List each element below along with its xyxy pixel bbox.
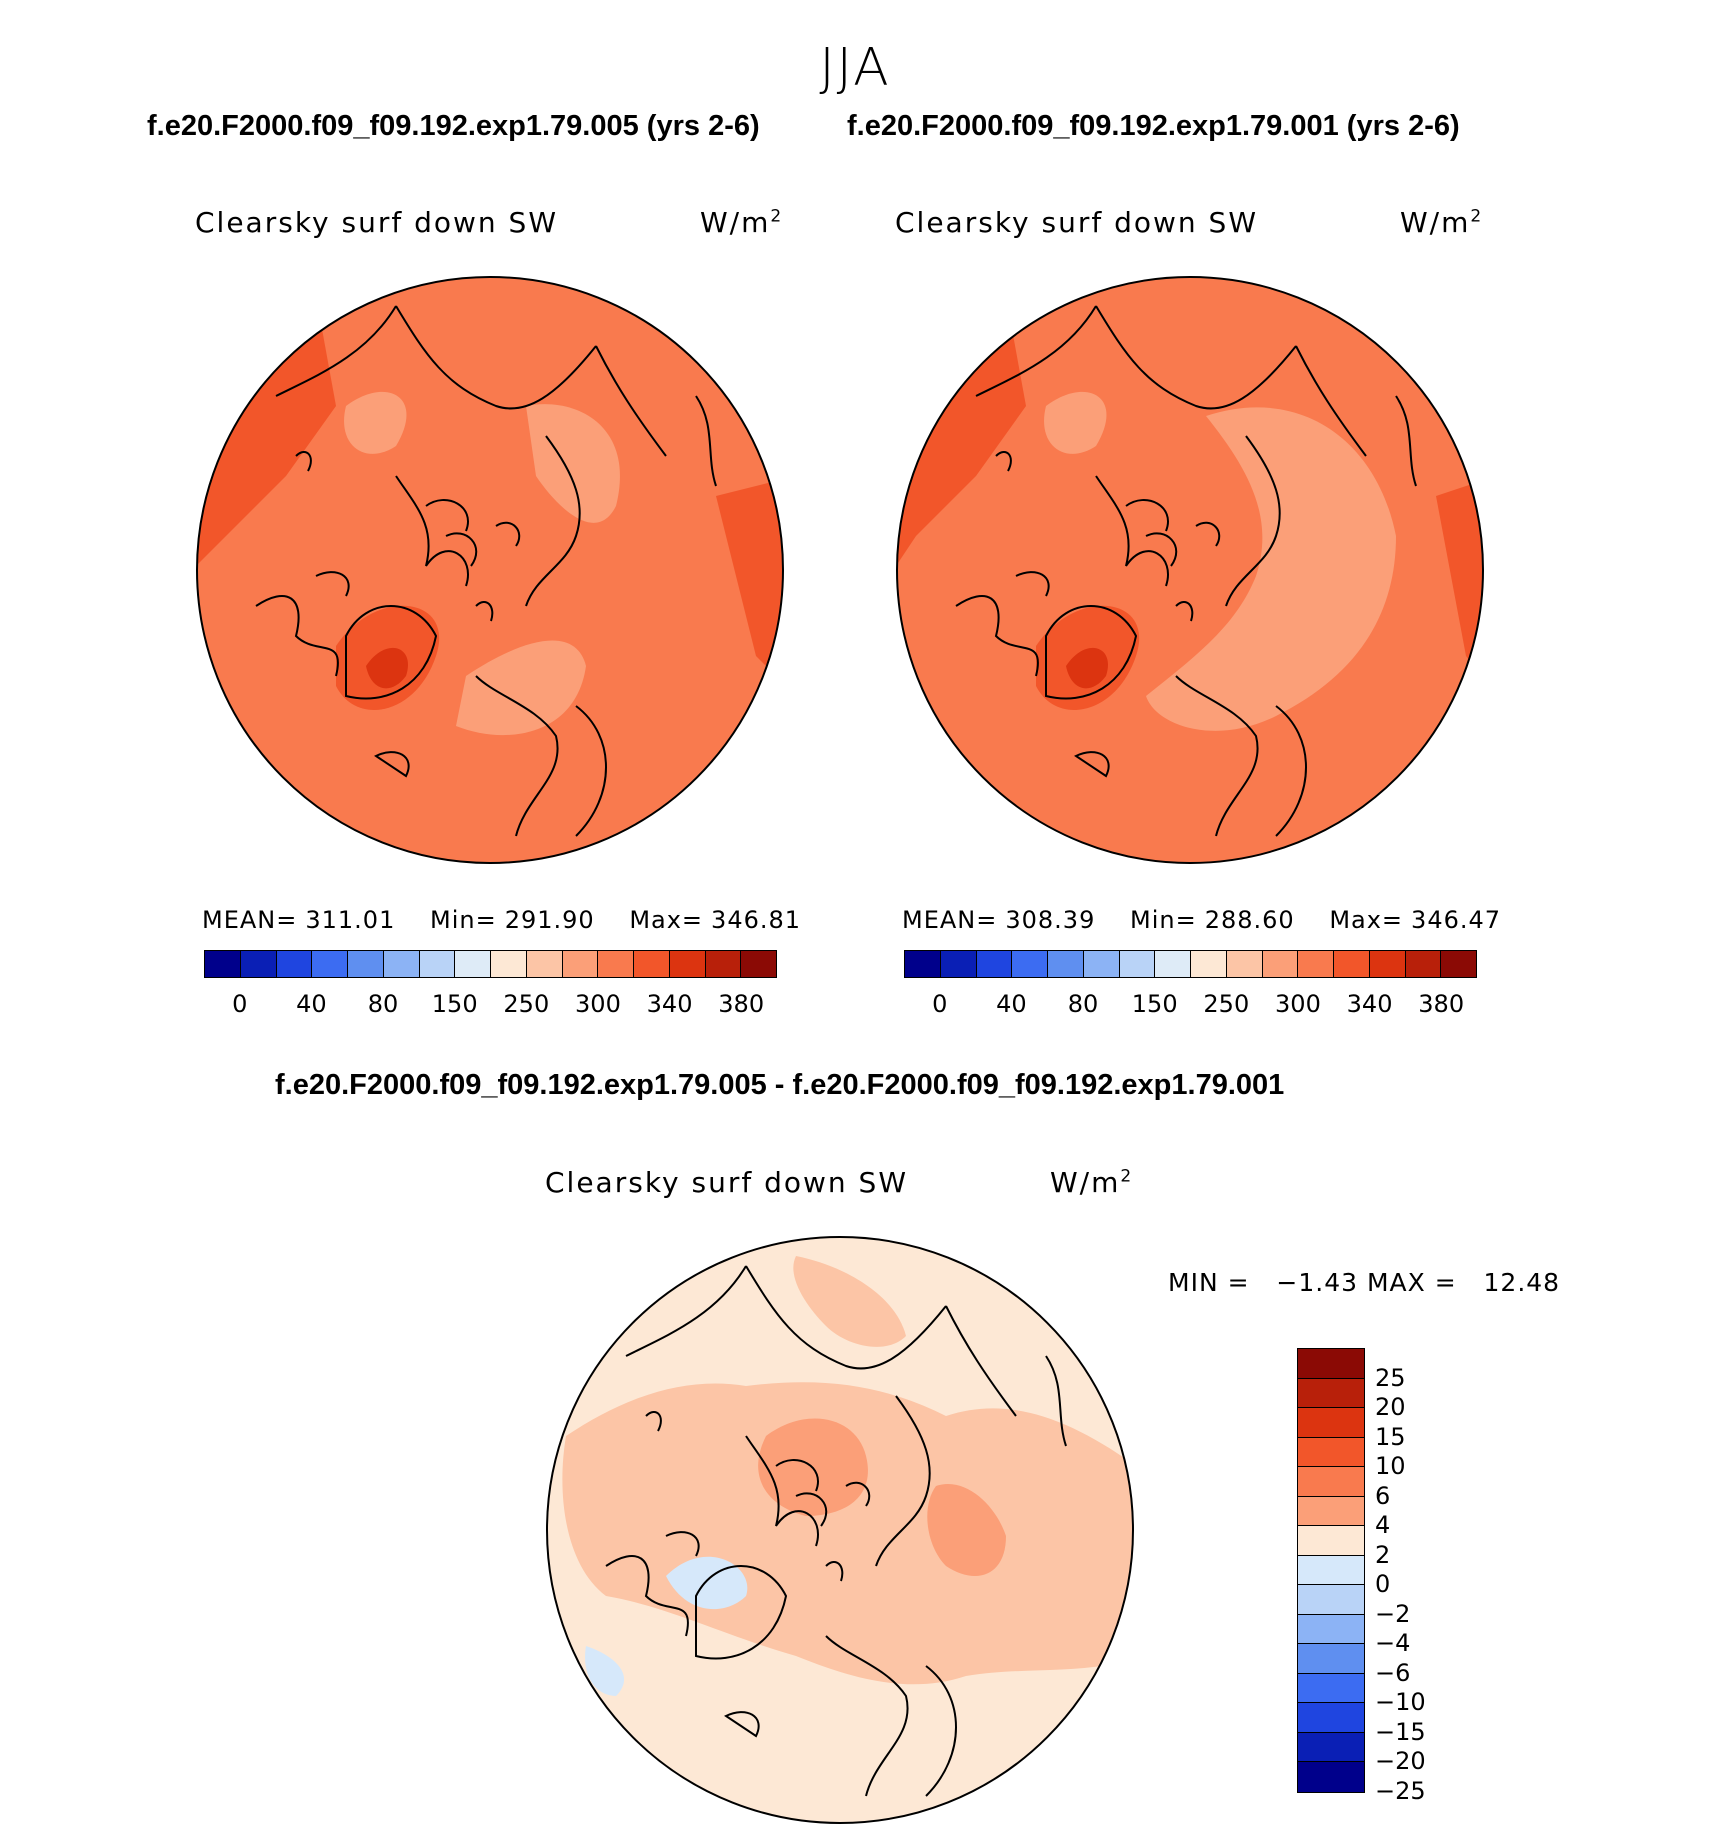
case-title-left: f.e20.F2000.f09_f09.192.exp1.79.005 (yrs… <box>147 110 760 142</box>
colorbar-swatch <box>1298 1408 1364 1438</box>
colorbar-tick-label: 380 <box>718 990 765 1018</box>
colorbar-tick-label: −15 <box>1375 1717 1426 1746</box>
colorbar-tick-label: −20 <box>1375 1747 1426 1775</box>
diff-min-max: MIN = −1.43 MAX = 12.48 <box>1168 1268 1561 1297</box>
colorbar-swatch <box>383 951 420 977</box>
colorbar-swatch <box>1012 951 1048 977</box>
colorbar-swatch <box>1191 951 1227 977</box>
colorbar-swatch <box>705 951 742 977</box>
colorbar-swatch <box>741 951 776 977</box>
colorbar-swatch <box>940 951 977 977</box>
colorbar-swatch <box>1155 951 1191 977</box>
colorbar-swatch <box>1298 1644 1364 1674</box>
colorbar-swatch <box>526 951 563 977</box>
colorbar-tick-label: 10 <box>1375 1452 1406 1480</box>
diff-colorbar <box>1297 1348 1365 1793</box>
colorbar-swatch <box>1226 951 1263 977</box>
colorbar-swatch <box>1405 951 1442 977</box>
colorbar-swatch <box>455 951 491 977</box>
colorbar-swatch <box>1298 1703 1364 1733</box>
colorbar-swatch <box>1298 1467 1364 1497</box>
colorbar-tick-label: 0 <box>232 990 248 1018</box>
colorbar-tick-label: 6 <box>1375 1481 1391 1510</box>
panel2-unit: W/m2 <box>1400 206 1484 239</box>
colorbar-swatch <box>976 951 1013 977</box>
colorbar-swatch <box>634 951 670 977</box>
colorbar-tick-label: 300 <box>1275 990 1321 1018</box>
colorbar-swatch <box>1298 1378 1364 1408</box>
colorbar-tick-label: 340 <box>1346 990 1393 1018</box>
panel2-variable-label: Clearsky surf down SW <box>895 206 1259 239</box>
panel1-unit: W/m2 <box>700 206 784 239</box>
colorbar-tick-label: 0 <box>932 990 948 1018</box>
colorbar-tick-label: 40 <box>296 990 327 1018</box>
colorbar-swatch <box>1298 1762 1364 1792</box>
colorbar-tick-label: −25 <box>1375 1776 1426 1805</box>
colorbar-swatch <box>419 951 456 977</box>
panel1-stats: MEAN= 311.01 Min= 291.90 Max= 346.81 <box>202 906 802 934</box>
colorbar-tick-label: −6 <box>1375 1658 1411 1687</box>
colorbar-swatch <box>1048 951 1084 977</box>
colorbar-tick-label: 300 <box>575 990 621 1018</box>
colorbar-tick-label: −2 <box>1375 1599 1411 1628</box>
colorbar-tick-label: 250 <box>1203 990 1250 1018</box>
colorbar-swatch <box>1334 951 1370 977</box>
colorbar-tick-label: 250 <box>503 990 550 1018</box>
colorbar-tick-label: −4 <box>1375 1629 1411 1657</box>
colorbar-swatch <box>562 951 599 977</box>
colorbar-swatch <box>1298 1732 1364 1762</box>
colorbar-swatch <box>1298 1437 1364 1467</box>
colorbar-tick-label: 20 <box>1375 1393 1406 1421</box>
panel1-variable-label: Clearsky surf down SW <box>195 206 559 239</box>
panel1-colorbar <box>204 950 777 978</box>
colorbar-swatch <box>1262 951 1299 977</box>
colorbar-swatch <box>1298 1496 1364 1526</box>
colorbar-swatch <box>1441 951 1476 977</box>
colorbar-tick-label: 150 <box>431 990 478 1018</box>
colorbar-tick-label: 80 <box>367 990 399 1018</box>
colorbar-swatch <box>1298 951 1334 977</box>
panel2-stats: MEAN= 308.39 Min= 288.60 Max= 346.47 <box>902 906 1502 934</box>
colorbar-tick-label: 15 <box>1375 1422 1406 1451</box>
colorbar-swatch <box>312 951 348 977</box>
colorbar-tick-label: 4 <box>1375 1511 1391 1539</box>
colorbar-tick-label: 150 <box>1131 990 1178 1018</box>
colorbar-swatch <box>669 951 706 977</box>
colorbar-tick-label: 2 <box>1375 1540 1391 1569</box>
colorbar-swatch <box>1298 1673 1364 1703</box>
colorbar-tick-label: 25 <box>1375 1363 1406 1392</box>
colorbar-swatch <box>1369 951 1406 977</box>
diff-polar-map <box>546 1236 1134 1824</box>
colorbar-tick-label: 340 <box>646 990 693 1018</box>
colorbar-swatch <box>1298 1526 1364 1556</box>
season-title: JJA <box>819 38 891 98</box>
colorbar-swatch <box>1083 951 1120 977</box>
panel1-polar-map <box>196 276 784 864</box>
colorbar-tick-label: 380 <box>1418 990 1465 1018</box>
colorbar-swatch <box>1298 1585 1364 1615</box>
colorbar-swatch <box>905 951 941 977</box>
colorbar-swatch <box>598 951 634 977</box>
diff-unit: W/m2 <box>1050 1166 1134 1199</box>
colorbar-swatch <box>276 951 313 977</box>
colorbar-swatch <box>1298 1349 1364 1379</box>
colorbar-swatch <box>348 951 384 977</box>
colorbar-tick-label: −10 <box>1375 1688 1426 1716</box>
colorbar-swatch <box>1298 1614 1364 1644</box>
colorbar-swatch <box>1119 951 1156 977</box>
colorbar-swatch <box>205 951 241 977</box>
panel2-colorbar <box>904 950 1477 978</box>
colorbar-tick-label: 80 <box>1067 990 1099 1018</box>
diff-variable-label: Clearsky surf down SW <box>545 1166 909 1199</box>
panel2-polar-map <box>896 276 1484 864</box>
colorbar-tick-label: 40 <box>996 990 1027 1018</box>
colorbar-swatch <box>491 951 527 977</box>
colorbar-swatch <box>240 951 277 977</box>
colorbar-swatch <box>1298 1555 1364 1585</box>
diff-title: f.e20.F2000.f09_f09.192.exp1.79.005 - f.… <box>275 1069 1285 1101</box>
colorbar-tick-label: 0 <box>1375 1570 1391 1598</box>
case-title-right: f.e20.F2000.f09_f09.192.exp1.79.001 (yrs… <box>847 110 1460 142</box>
